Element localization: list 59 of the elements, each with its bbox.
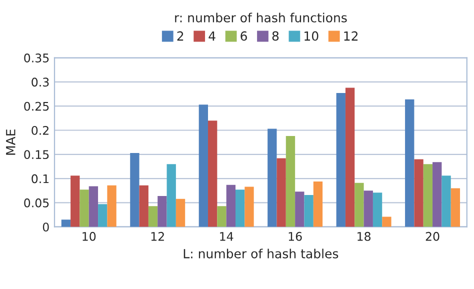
- y-tick-label: 0.35: [24, 54, 49, 62]
- bar: [405, 99, 414, 227]
- x-tick-label: 14: [220, 232, 234, 241]
- legend-label: 4: [208, 31, 216, 41]
- bar: [276, 158, 286, 227]
- bar: [88, 186, 98, 227]
- bar: [148, 206, 158, 227]
- bar: [244, 186, 254, 227]
- x-tick-label: 20: [426, 232, 440, 241]
- y-tick-label: 0: [42, 222, 49, 232]
- bar: [432, 162, 442, 227]
- bar: [80, 190, 89, 227]
- legend-title: r: number of hash functions: [175, 12, 347, 22]
- bar: [304, 194, 314, 227]
- bar: [208, 120, 218, 227]
- x-axis-title: L: number of hash tables: [184, 248, 338, 258]
- bar: [130, 152, 140, 227]
- bar: [354, 182, 364, 227]
- y-tick-label: 0.2: [32, 126, 48, 135]
- bar: [236, 190, 245, 227]
- bar: [176, 198, 186, 227]
- bar: [295, 192, 304, 227]
- bar: [61, 220, 71, 227]
- x-tick-label: 16: [288, 232, 302, 241]
- bar: [450, 188, 460, 227]
- legend-label: 2: [177, 31, 184, 41]
- bar: [442, 176, 451, 227]
- bar: [70, 176, 80, 227]
- bar: [372, 192, 382, 227]
- x-tick-label: 12: [151, 232, 164, 241]
- y-tick-label: 0.25: [24, 102, 49, 111]
- bar: [313, 181, 323, 227]
- bar: [268, 128, 277, 227]
- bar: [139, 185, 148, 227]
- bar: [226, 184, 236, 227]
- y-axis-title: MAE: [6, 130, 16, 155]
- bar: [423, 164, 433, 227]
- y-tick-label: 0.05: [24, 198, 49, 208]
- bar: [158, 196, 167, 227]
- y-tick-label: 0.3: [32, 78, 49, 87]
- bar: [198, 104, 208, 227]
- legend-label: 12: [344, 31, 358, 41]
- legend-label: 6: [240, 31, 247, 41]
- bar: [107, 185, 116, 227]
- bar: [414, 159, 424, 227]
- y-tick-label: 0.1: [32, 174, 49, 184]
- bar: [382, 216, 392, 227]
- x-tick-label: 18: [358, 232, 370, 241]
- bar: [98, 204, 108, 227]
- bar: [336, 93, 346, 227]
- bar: [286, 136, 296, 227]
- bar: [345, 88, 355, 227]
- bar: [217, 206, 226, 227]
- x-tick-label: 10: [82, 232, 96, 241]
- legend-label: 10: [304, 31, 318, 41]
- legend-label: 8: [272, 31, 279, 41]
- bar: [166, 164, 176, 227]
- bar: [364, 190, 373, 227]
- y-tick-label: 0.15: [24, 150, 49, 160]
